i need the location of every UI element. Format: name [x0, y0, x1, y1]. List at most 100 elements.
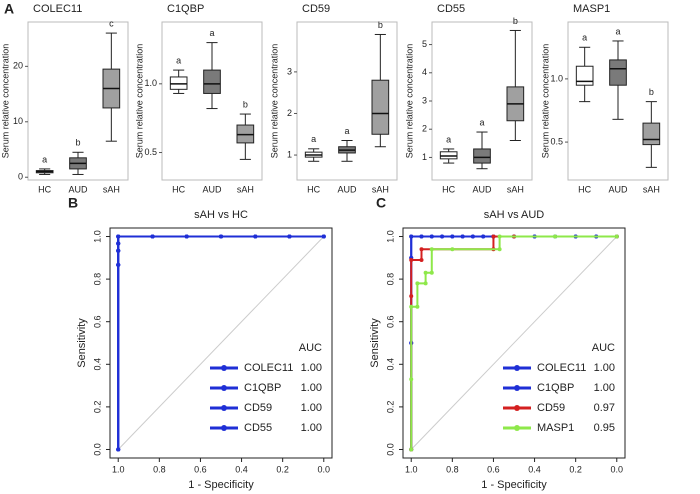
roc-point	[614, 234, 619, 239]
box	[371, 79, 390, 135]
y-tick-label: 0.6	[385, 315, 395, 328]
roc-point	[116, 234, 121, 239]
roc-point	[419, 247, 424, 252]
significance-letter: a	[209, 28, 214, 38]
x-tick-label: AUD	[337, 184, 357, 194]
box	[203, 69, 221, 94]
y-tick-label: 1	[287, 149, 292, 159]
x-tick-label: 0.4	[528, 464, 541, 474]
x-tick-label: 0.2	[276, 464, 289, 474]
x-tick-label: 0.4	[235, 464, 248, 474]
roc-point	[460, 234, 465, 239]
y-axis-label: Serum relative concentration	[0, 44, 10, 159]
roc-point	[491, 234, 496, 239]
legend-label: COLEC11	[244, 362, 293, 374]
roc-point	[497, 247, 502, 252]
auc-label: 1.00	[594, 382, 615, 394]
legend-label: C1QBP	[537, 382, 574, 394]
box	[642, 122, 661, 146]
legend-label: MASP1	[537, 422, 574, 434]
chart-title: CD59	[302, 3, 330, 15]
legend-swatch-dot	[221, 365, 227, 371]
x-tick-label: 0.8	[446, 464, 459, 474]
significance-letter: a	[582, 33, 587, 43]
x-tick-label: sAH	[643, 184, 660, 194]
y-tick-label: 1.0	[92, 230, 102, 243]
auc-label: 1.00	[301, 402, 322, 414]
roc-point	[450, 247, 455, 252]
x-tick-label: sAH	[237, 184, 254, 194]
roc-point	[429, 270, 434, 275]
legend-label: CD59	[537, 402, 565, 414]
significance-letter: b	[378, 20, 383, 30]
y-tick-label: 0.4	[92, 358, 102, 371]
roc-point	[409, 234, 414, 239]
y-tick-label: 20	[13, 61, 23, 71]
y-axis-label: Serum relative concentration	[269, 44, 279, 159]
chart-title: COLEC11	[33, 3, 82, 15]
significance-letter: a	[479, 117, 484, 127]
roc-point	[116, 248, 121, 253]
significance-letter: a	[615, 26, 620, 36]
chart-title: C1QBP	[167, 3, 204, 15]
roc-point	[470, 234, 475, 239]
legend-swatch-dot	[514, 425, 520, 431]
x-tick-label: sAH	[103, 184, 120, 194]
y-tick-label: 4	[422, 67, 427, 77]
x-tick-label: 0.0	[318, 464, 331, 474]
legend-title: AUC	[592, 342, 615, 354]
significance-letter: a	[176, 55, 181, 65]
y-axis-label: Serum relative concentration	[134, 44, 144, 159]
reference-diagonal	[117, 236, 325, 450]
x-tick-label: sAH	[507, 184, 524, 194]
panel-label: B	[68, 195, 78, 211]
y-tick-label: 0.8	[92, 273, 102, 286]
x-tick-label: 1.0	[112, 464, 125, 474]
significance-letter: b	[513, 16, 518, 26]
box	[609, 59, 627, 86]
plot-frame	[296, 21, 398, 181]
chart-title: sAH vs AUD	[484, 209, 545, 221]
x-tick-label: AUD	[68, 184, 88, 194]
x-tick-label: HC	[578, 184, 591, 194]
legend-title: AUC	[299, 342, 322, 354]
y-tick-label: 3	[287, 66, 292, 76]
roc-point	[150, 234, 155, 239]
roc-point	[409, 294, 414, 299]
x-tick-label: HC	[307, 184, 320, 194]
roc-point	[321, 234, 326, 239]
auc-label: 1.00	[301, 362, 322, 374]
significance-letter: b	[649, 87, 654, 97]
roc-point	[409, 377, 414, 382]
box	[473, 148, 491, 164]
y-tick-label: 2	[422, 124, 427, 134]
auc-label: 1.00	[594, 362, 615, 374]
x-axis-label: 1 - Specificity	[188, 479, 254, 491]
plot-frame	[567, 21, 669, 181]
significance-letter: a	[42, 154, 47, 164]
x-tick-label: AUD	[472, 184, 492, 194]
roc-point	[481, 234, 486, 239]
y-axis-label: Sensitivity	[369, 318, 381, 368]
panel-label: A	[4, 1, 14, 17]
y-axis-label: Sensitivity	[76, 318, 88, 368]
roc-point	[116, 241, 121, 246]
roc-point	[419, 257, 424, 262]
y-tick-label: 1.0	[550, 73, 563, 83]
y-tick-label: 0.5	[144, 147, 157, 157]
y-tick-label: 1.0	[385, 230, 395, 243]
legend-label: CD55	[244, 422, 272, 434]
reference-diagonal	[410, 236, 618, 450]
x-tick-label: HC	[38, 184, 51, 194]
roc-point	[116, 262, 121, 267]
plot-frame	[161, 21, 263, 181]
y-tick-label: 1.0	[144, 78, 157, 88]
x-tick-label: 0.8	[153, 464, 166, 474]
y-tick-label: 0.8	[385, 273, 395, 286]
roc-point	[219, 234, 223, 239]
legend-swatch-dot	[514, 365, 520, 371]
roc-point	[415, 281, 420, 286]
chart-title: MASP1	[573, 3, 610, 15]
auc-label: 0.97	[594, 402, 615, 414]
